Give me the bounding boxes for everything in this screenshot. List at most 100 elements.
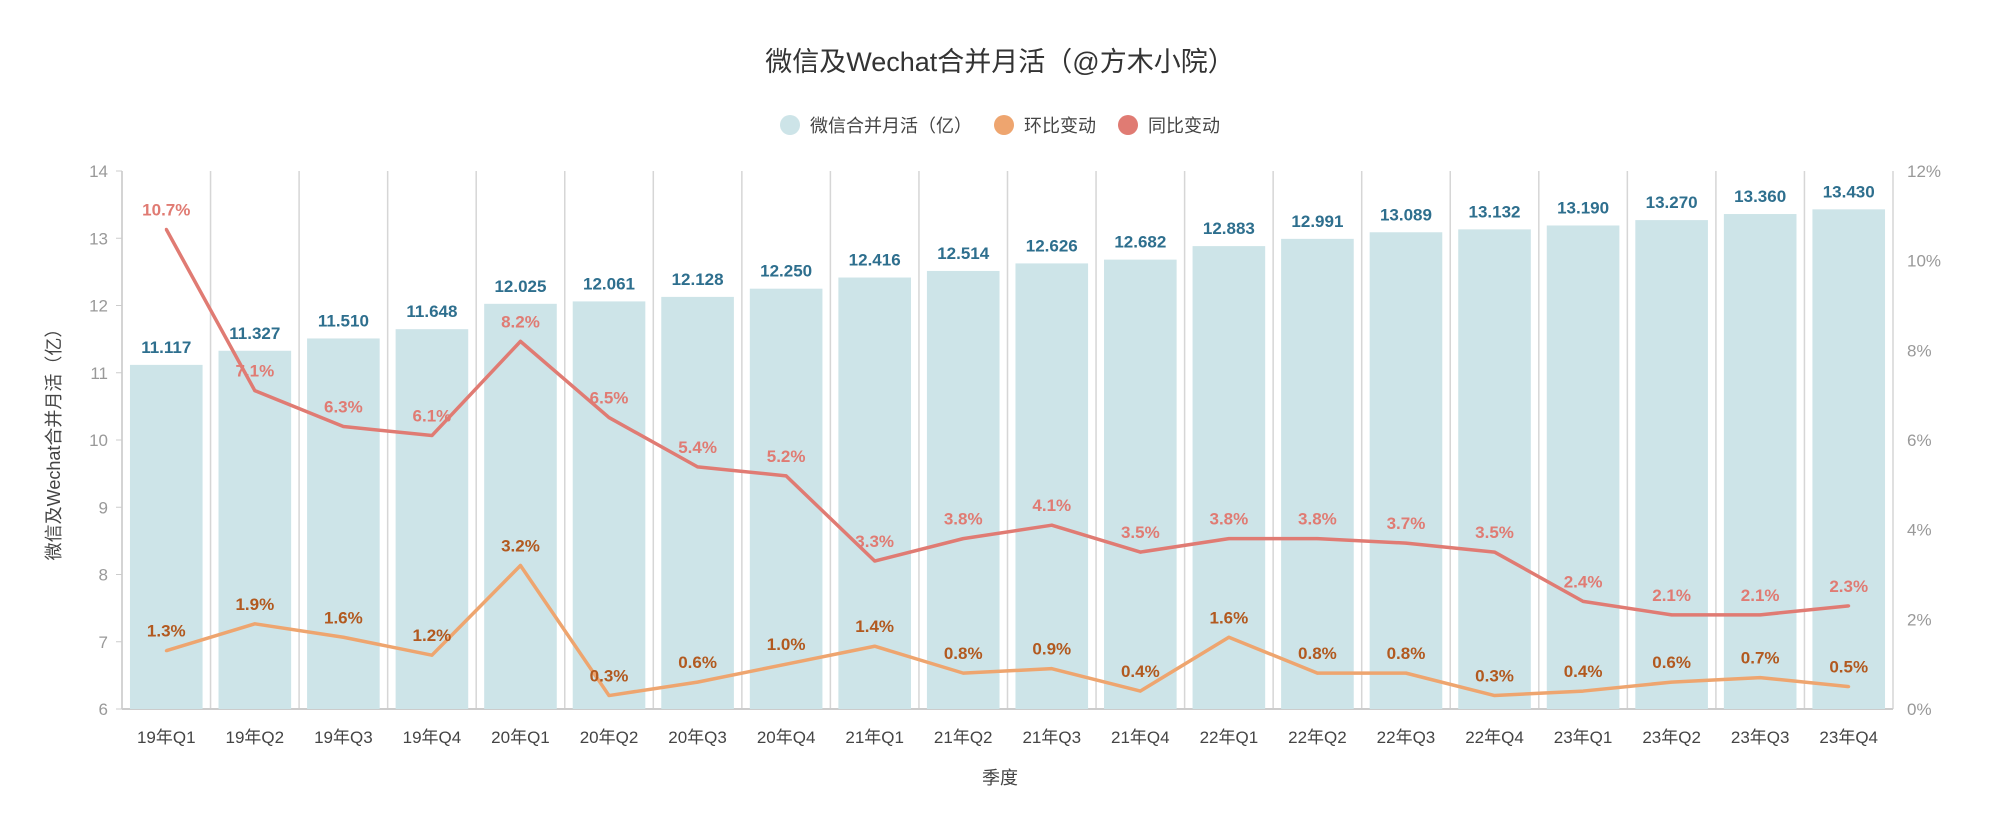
legend-marker xyxy=(1118,115,1138,135)
line-point xyxy=(253,389,257,393)
line-data-label: 3.2% xyxy=(501,537,540,556)
line-point xyxy=(1138,550,1142,554)
x-tick-label: 23年Q1 xyxy=(1554,728,1613,747)
bar xyxy=(926,270,1000,709)
bar xyxy=(661,296,734,709)
line-data-label: 0.8% xyxy=(944,644,983,663)
x-tick-label: 22年Q4 xyxy=(1465,728,1524,747)
line-data-label: 4.1% xyxy=(1032,496,1071,515)
x-tick-label: 21年Q4 xyxy=(1111,728,1170,747)
bar xyxy=(572,301,646,709)
y-tick-label: 10 xyxy=(89,431,108,450)
x-tick-label: 19年Q3 xyxy=(314,728,373,747)
x-tick-label: 20年Q3 xyxy=(668,728,727,747)
line-point xyxy=(518,564,522,568)
line-point xyxy=(607,694,611,698)
y2-tick-label: 6% xyxy=(1907,431,1932,450)
line-data-label: 1.0% xyxy=(767,635,806,654)
legend-item-yoy[interactable]: 同比变动 xyxy=(1118,112,1220,138)
legend-label: 微信合并月活（亿） xyxy=(810,116,972,136)
line-point xyxy=(961,537,965,541)
legend-item-qoq[interactable]: 环比变动 xyxy=(994,112,1096,138)
line-data-label: 2.3% xyxy=(1829,577,1868,596)
line-point xyxy=(430,653,434,657)
bar-data-label: 12.883 xyxy=(1203,219,1255,238)
bar xyxy=(1546,225,1620,709)
line-data-label: 10.7% xyxy=(142,200,190,219)
line-point xyxy=(1404,671,1408,675)
line-point xyxy=(1227,537,1231,541)
bar xyxy=(838,277,911,709)
y2-tick-label: 2% xyxy=(1907,610,1932,629)
y-tick-label: 6 xyxy=(99,700,108,719)
line-data-label: 6.3% xyxy=(324,398,363,417)
x-tick-label: 22年Q3 xyxy=(1377,728,1436,747)
line-point xyxy=(430,434,434,438)
line-point xyxy=(341,425,345,429)
legend-marker xyxy=(780,115,800,135)
line-data-label: 6.5% xyxy=(590,389,629,408)
bar-data-label: 13.270 xyxy=(1646,193,1698,212)
line-point xyxy=(696,465,700,469)
bar xyxy=(1104,259,1177,709)
line-data-label: 1.6% xyxy=(1210,608,1249,627)
bar-data-label: 12.128 xyxy=(672,270,724,289)
line-data-label: 0.5% xyxy=(1829,658,1868,677)
line-point xyxy=(1670,613,1674,617)
x-tick-label: 20年Q1 xyxy=(491,728,550,747)
bar xyxy=(1458,229,1531,710)
line-point xyxy=(873,644,877,648)
bar-data-label: 11.327 xyxy=(229,324,280,343)
line-data-label: 0.4% xyxy=(1121,662,1160,681)
line-data-label: 0.8% xyxy=(1387,644,1426,663)
line-data-label: 1.3% xyxy=(147,622,186,641)
y-axis-title: 微信及Wechat合并月活（亿） xyxy=(44,320,64,561)
line-data-label: 1.4% xyxy=(855,617,894,636)
line-point xyxy=(1847,604,1851,608)
line-data-label: 0.7% xyxy=(1741,649,1780,668)
bar-data-label: 11.510 xyxy=(318,311,369,330)
y-tick-label: 9 xyxy=(99,498,108,517)
bar xyxy=(1192,246,1266,709)
line-point xyxy=(1493,550,1497,554)
bar xyxy=(1369,232,1443,709)
line-data-label: 0.4% xyxy=(1564,662,1603,681)
line-point xyxy=(784,662,788,666)
bar-data-label: 12.626 xyxy=(1026,236,1078,255)
bar-data-label: 12.025 xyxy=(494,277,546,296)
bar xyxy=(218,350,292,709)
legend-item-mau[interactable]: 微信合并月活（亿） xyxy=(780,112,972,138)
line-data-label: 0.9% xyxy=(1032,640,1071,659)
line-data-label: 2.1% xyxy=(1741,586,1780,605)
bar-data-label: 12.416 xyxy=(849,251,901,270)
x-tick-label: 21年Q2 xyxy=(934,728,993,747)
line-data-label: 0.6% xyxy=(678,653,717,672)
y2-tick-label: 4% xyxy=(1907,521,1932,540)
bar-data-label: 13.430 xyxy=(1823,182,1875,201)
bar xyxy=(1723,214,1797,710)
bar-data-label: 13.132 xyxy=(1469,202,1521,221)
bar-data-label: 13.089 xyxy=(1380,205,1432,224)
bar-data-label: 12.682 xyxy=(1114,233,1166,252)
line-data-label: 0.8% xyxy=(1298,644,1337,663)
line-data-label: 0.6% xyxy=(1652,653,1691,672)
line-point xyxy=(1758,613,1762,617)
line-qoq xyxy=(165,563,1849,698)
line-point xyxy=(696,680,700,684)
line-point xyxy=(1404,541,1408,545)
line-data-label: 2.1% xyxy=(1652,586,1691,605)
y2-tick-label: 12% xyxy=(1907,162,1941,181)
line-data-label: 3.5% xyxy=(1475,523,1514,542)
y2-tick-label: 10% xyxy=(1907,252,1941,271)
line-data-label: 6.1% xyxy=(413,407,452,426)
x-axis-title: 季度 xyxy=(982,768,1018,788)
chart-title: 微信及Wechat合并月活（@方木小院） xyxy=(765,47,1235,77)
y-tick-label: 8 xyxy=(99,566,108,585)
line-point xyxy=(164,649,168,653)
line-data-label: 1.6% xyxy=(324,608,363,627)
line-data-label: 1.2% xyxy=(413,626,452,645)
line-point xyxy=(1138,689,1142,693)
line-point xyxy=(1315,537,1319,541)
x-tick-label: 23年Q2 xyxy=(1642,728,1701,747)
